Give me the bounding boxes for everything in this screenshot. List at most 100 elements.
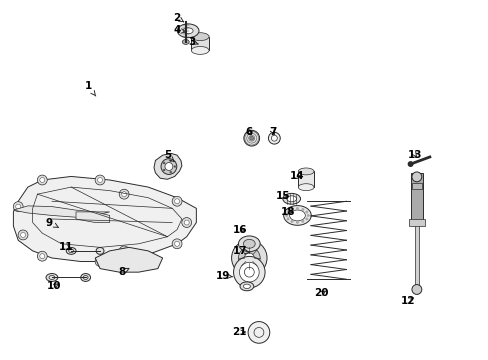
Polygon shape xyxy=(154,153,182,179)
Ellipse shape xyxy=(286,196,296,202)
Circle shape xyxy=(233,256,264,288)
Circle shape xyxy=(95,175,105,185)
Polygon shape xyxy=(13,176,196,261)
Circle shape xyxy=(411,172,421,182)
Circle shape xyxy=(244,253,254,263)
Text: 8: 8 xyxy=(118,267,129,277)
Ellipse shape xyxy=(182,40,189,44)
Text: 15: 15 xyxy=(275,191,290,201)
Circle shape xyxy=(407,161,413,167)
Circle shape xyxy=(119,189,129,199)
Polygon shape xyxy=(95,247,163,272)
Polygon shape xyxy=(76,212,109,222)
Ellipse shape xyxy=(243,239,255,248)
Circle shape xyxy=(161,159,177,174)
Ellipse shape xyxy=(289,210,305,221)
Ellipse shape xyxy=(96,247,104,254)
Ellipse shape xyxy=(298,184,313,190)
Ellipse shape xyxy=(240,282,253,291)
Text: 11: 11 xyxy=(59,242,74,252)
Circle shape xyxy=(172,239,182,249)
Bar xyxy=(191,37,209,50)
Text: 17: 17 xyxy=(232,246,249,256)
Circle shape xyxy=(37,175,47,185)
Circle shape xyxy=(163,169,165,171)
Circle shape xyxy=(290,220,293,223)
Ellipse shape xyxy=(238,236,260,252)
Circle shape xyxy=(231,240,266,276)
Text: 7: 7 xyxy=(269,127,277,137)
Circle shape xyxy=(172,196,182,206)
Text: 1: 1 xyxy=(84,81,96,96)
Text: 6: 6 xyxy=(245,127,252,137)
Circle shape xyxy=(247,321,269,343)
Circle shape xyxy=(238,247,260,269)
Text: 13: 13 xyxy=(407,150,422,160)
Circle shape xyxy=(184,220,189,225)
Ellipse shape xyxy=(243,284,250,289)
Circle shape xyxy=(169,171,172,173)
Text: 12: 12 xyxy=(400,296,415,306)
Circle shape xyxy=(119,246,129,256)
Circle shape xyxy=(37,251,47,261)
Circle shape xyxy=(40,254,45,259)
Text: 16: 16 xyxy=(232,225,246,235)
Text: 2: 2 xyxy=(173,13,183,23)
Circle shape xyxy=(122,248,126,253)
Ellipse shape xyxy=(298,168,313,175)
Text: 14: 14 xyxy=(289,171,304,181)
Circle shape xyxy=(271,135,277,141)
Circle shape xyxy=(164,163,172,171)
Circle shape xyxy=(182,217,191,228)
Bar xyxy=(414,222,418,293)
Circle shape xyxy=(239,262,259,282)
Circle shape xyxy=(268,132,280,144)
Circle shape xyxy=(40,177,45,183)
Text: 19: 19 xyxy=(215,271,232,281)
Ellipse shape xyxy=(191,33,209,41)
Bar xyxy=(411,183,421,189)
Circle shape xyxy=(286,211,289,213)
Text: 20: 20 xyxy=(314,288,328,298)
Circle shape xyxy=(98,177,102,183)
Circle shape xyxy=(20,233,25,237)
Circle shape xyxy=(249,136,253,140)
Ellipse shape xyxy=(283,206,310,225)
Ellipse shape xyxy=(177,24,199,38)
Text: 3: 3 xyxy=(187,37,198,47)
Circle shape xyxy=(305,211,308,213)
Ellipse shape xyxy=(191,46,209,54)
Circle shape xyxy=(174,199,179,204)
Text: 10: 10 xyxy=(47,281,61,291)
Ellipse shape xyxy=(46,274,58,282)
Circle shape xyxy=(301,208,304,211)
Circle shape xyxy=(305,217,308,220)
Circle shape xyxy=(290,208,293,211)
Circle shape xyxy=(286,217,289,220)
Circle shape xyxy=(16,204,20,209)
Circle shape xyxy=(285,214,287,217)
Circle shape xyxy=(295,221,298,224)
Circle shape xyxy=(295,207,298,210)
Circle shape xyxy=(98,259,102,264)
Text: 5: 5 xyxy=(163,150,174,162)
Circle shape xyxy=(18,230,28,240)
Ellipse shape xyxy=(282,193,300,204)
Text: 9: 9 xyxy=(46,217,59,228)
Bar xyxy=(410,173,422,222)
Circle shape xyxy=(411,284,421,294)
Circle shape xyxy=(174,241,179,246)
Circle shape xyxy=(163,162,165,164)
Circle shape xyxy=(169,160,172,162)
Text: 18: 18 xyxy=(280,207,294,217)
Circle shape xyxy=(244,130,259,146)
Ellipse shape xyxy=(81,274,90,282)
Bar xyxy=(298,171,313,187)
Text: 4: 4 xyxy=(173,26,186,35)
Ellipse shape xyxy=(66,247,76,254)
Bar xyxy=(408,219,424,226)
Circle shape xyxy=(306,214,309,217)
Ellipse shape xyxy=(183,28,193,34)
Text: 21: 21 xyxy=(232,327,246,337)
Circle shape xyxy=(301,220,304,223)
